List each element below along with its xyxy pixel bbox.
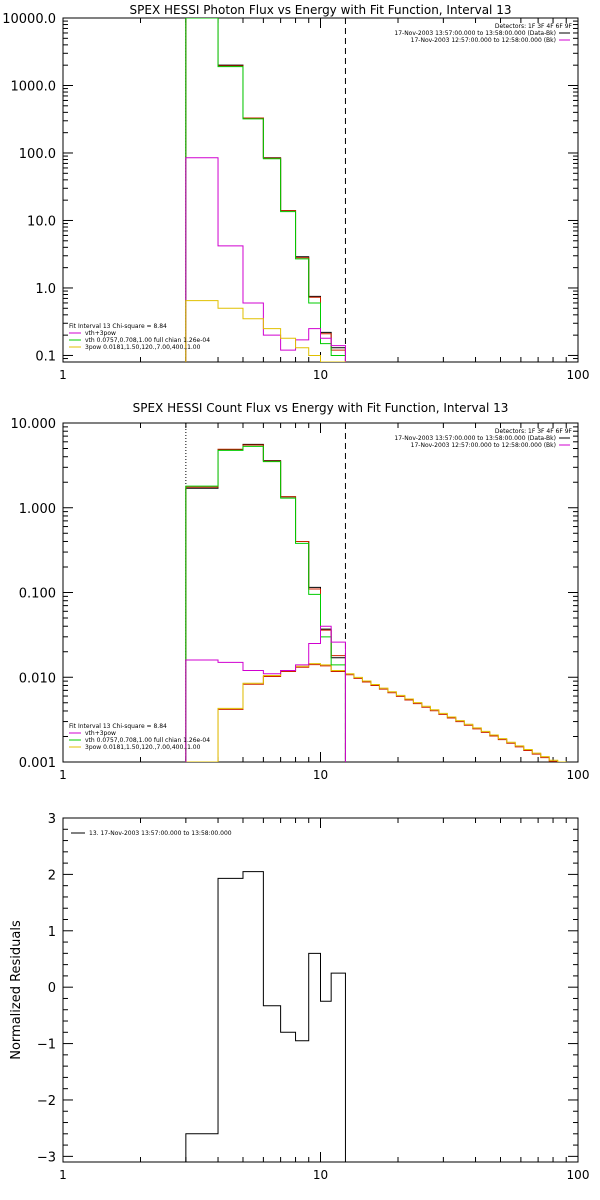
x-tick-label: 1	[59, 1168, 67, 1182]
y-tick-label: 10000.0	[2, 12, 56, 27]
x-tick-label: 100	[567, 768, 590, 782]
photon-flux-chart: SPEX HESSI Photon Flux vs Energy with Fi…	[2, 3, 589, 382]
series-line	[185, 871, 346, 1162]
x-tick-label: 10	[313, 1168, 328, 1182]
y-tick-label: 0.1	[35, 349, 56, 364]
legend-entry: vth 0.0757,0.708,1.00 full chian 1.26e-0…	[85, 737, 210, 744]
detectors-label: Detectors: 1F 3F 4F 6F 9F	[495, 428, 573, 435]
series-line	[185, 18, 346, 362]
y-tick-label: −3	[37, 1150, 56, 1165]
legend-entry: Fit Interval 13 Chi-square = 8.84	[69, 723, 167, 730]
y-tick-label: 0.001	[19, 756, 56, 771]
y-tick-label: 1000.0	[11, 79, 57, 94]
tail-series-line	[185, 663, 567, 762]
detectors-label: Detectors: 1F 3F 4F 6F 9F	[495, 23, 573, 30]
x-tick-label: 1	[59, 368, 67, 382]
legend-entry: vth+3pow	[85, 730, 116, 737]
y-tick-label: −2	[37, 1094, 56, 1109]
y-tick-label: 0.100	[19, 587, 56, 602]
legend-entry: Fit Interval 13 Chi-square = 8.84	[69, 323, 167, 330]
x-tick-label: 100	[567, 1168, 590, 1182]
y-tick-label: 10.0	[27, 214, 56, 229]
y-tick-label: 10.000	[11, 417, 57, 432]
y-tick-label: 3	[48, 812, 56, 827]
series-line	[185, 300, 346, 362]
x-tick-label: 100	[567, 368, 590, 382]
y-axis-label: Normalized Residuals	[9, 920, 24, 1060]
y-tick-label: −1	[37, 1038, 56, 1053]
legend-entry: 17-Nov-2003 13:57:00.000 to 13:58:00.000…	[394, 30, 556, 37]
legend-entry: vth+3pow	[85, 330, 116, 337]
count-flux-chart: SPEX HESSI Count Flux vs Energy with Fit…	[11, 401, 590, 782]
legend-entry: 3pow 0.0181,1.50,120.,7.00,400.,1.00	[85, 344, 201, 351]
series-line	[185, 444, 346, 762]
tail-series-line	[217, 664, 559, 762]
residuals-chart: 1 10 100 −3 −2 −1 0 1 2 3 Normalized Residuals 13. …	[9, 812, 589, 1182]
y-tick-label: 100.0	[19, 147, 56, 162]
y-tick-label: 2	[48, 868, 56, 883]
y-tick-label: 0	[48, 981, 56, 996]
chart-title: SPEX HESSI Photon Flux vs Energy with Fi…	[130, 3, 512, 17]
legend-entry: vth 0.0757,0.708,1.00 full chian 1.26e-0…	[85, 337, 210, 344]
legend-entry: 17-Nov-2003 12:57:00.000 to 12:58:00.000…	[411, 37, 556, 44]
x-tick-label: 10	[313, 368, 328, 382]
y-tick-label: 1	[48, 925, 56, 940]
y-tick-label: 1.000	[19, 502, 56, 517]
legend-entry: 3pow 0.0181,1.50,120.,7.00,400.,1.00	[85, 744, 201, 751]
legend-entry: 13. 17-Nov-2003 13:57:00.000 to 13:58:00…	[89, 830, 232, 837]
chart-title: SPEX HESSI Count Flux vs Energy with Fit…	[133, 401, 509, 415]
y-tick-label: 0.010	[19, 671, 56, 686]
y-tick-label: 1.0	[35, 282, 56, 297]
legend-entry: 17-Nov-2003 12:57:00.000 to 12:58:00.000…	[411, 442, 556, 449]
series-line	[185, 625, 346, 762]
series-line	[185, 445, 346, 762]
x-tick-label: 10	[313, 768, 328, 782]
series-line	[185, 18, 346, 362]
legend-entry: 17-Nov-2003 13:57:00.000 to 13:58:00.000…	[394, 435, 556, 442]
x-tick-label: 1	[59, 768, 67, 782]
series-line	[185, 157, 346, 362]
